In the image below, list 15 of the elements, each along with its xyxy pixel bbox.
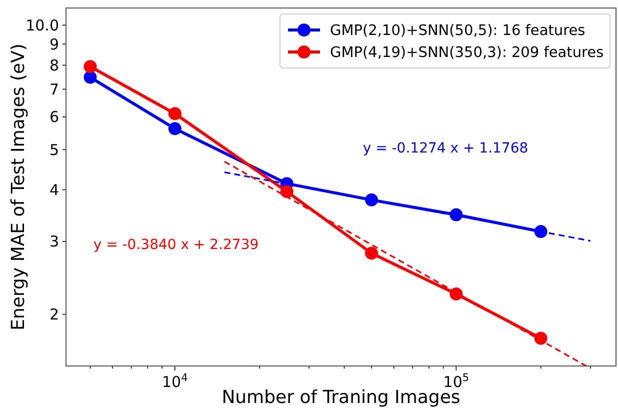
x-tick-label: 10$^{4}$ [162, 372, 188, 391]
y-tick-label: 6 [49, 108, 59, 126]
annotation: y = -0.1274 x + 1.1768 [362, 140, 528, 157]
y-tick-label: 10.0 [26, 16, 59, 34]
y-tick-label: 4 [49, 181, 59, 200]
y-tick-label: 7 [49, 80, 59, 98]
y-tick-label: 2 [49, 306, 59, 324]
y-tick-label: 9 [49, 35, 59, 54]
y-tick-label: 3 [49, 232, 59, 251]
y-tick-label: 8 [49, 56, 59, 74]
y-tick-label: 5 [49, 140, 59, 159]
legend-label: GMP(4,19)+SNN(350,3): 209 features [330, 45, 604, 62]
annotation: y = -0.3840 x + 2.2739 [93, 237, 259, 254]
y-axis-title: Energy MAE of Test Images (eV) [8, 44, 29, 330]
legend-label: GMP(2,10)+SNN(50,5): 16 features [330, 23, 586, 40]
